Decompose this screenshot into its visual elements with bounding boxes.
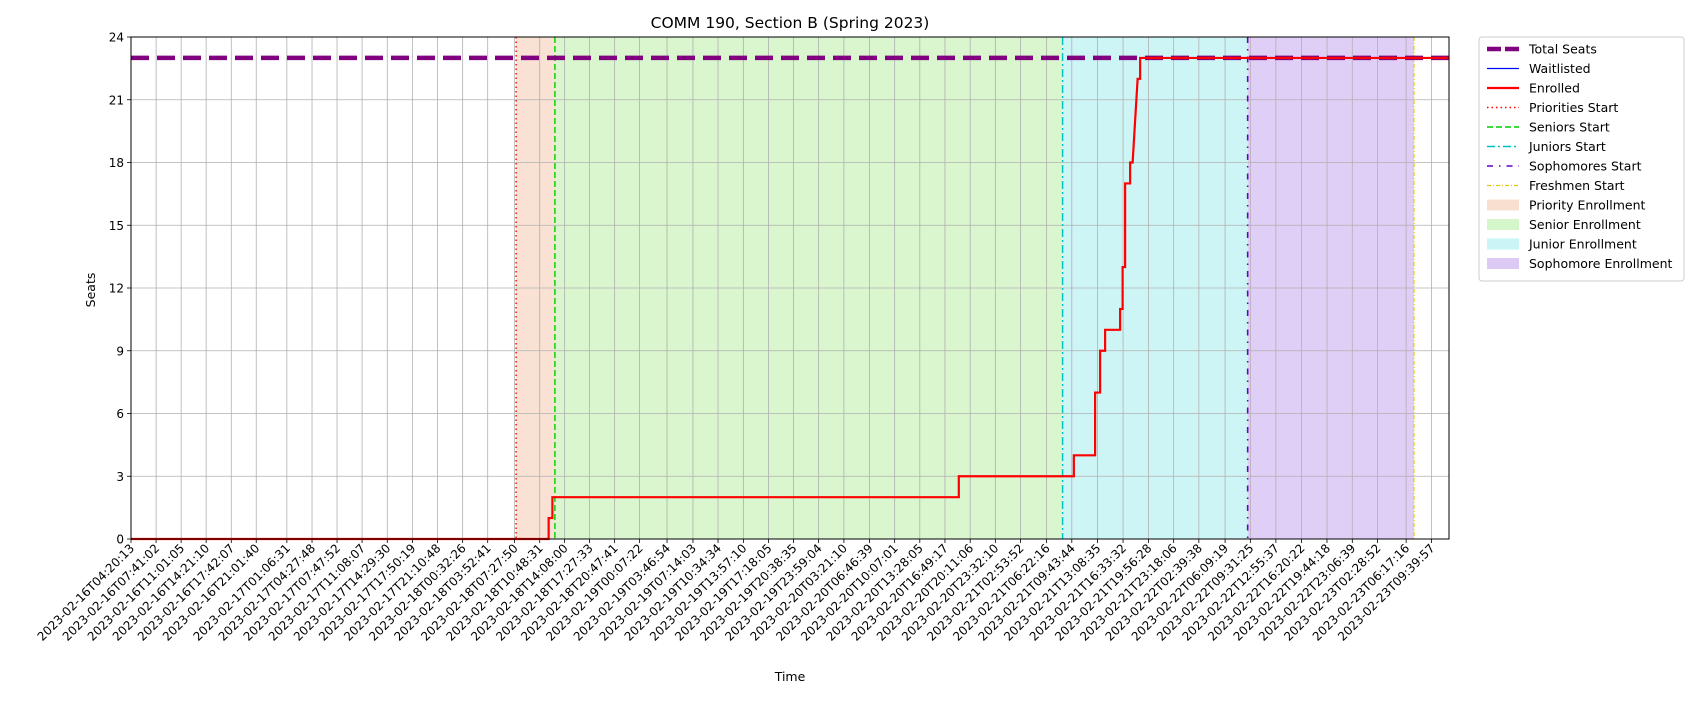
legend-swatch-8 xyxy=(1487,199,1519,211)
y-tick-label-3: 9 xyxy=(116,344,124,358)
x-axis-title: Time xyxy=(774,669,806,684)
legend-frame xyxy=(1478,36,1685,282)
legend-label-10: Junior Enrollment xyxy=(1528,237,1637,252)
legend-label-3: Priorities Start xyxy=(1529,100,1618,115)
y-tick-label-7: 21 xyxy=(109,93,124,107)
y-tick-label-1: 3 xyxy=(116,470,124,484)
legend-label-4: Seniors Start xyxy=(1529,120,1610,135)
legend-swatch-11 xyxy=(1487,258,1519,269)
series-line-2 xyxy=(131,56,1449,541)
legend-label-2: Enrolled xyxy=(1529,81,1580,96)
series-lines xyxy=(131,55,1449,541)
y-axis-title: Seats xyxy=(83,273,98,308)
legend-label-11: Sophomore Enrollment xyxy=(1529,256,1673,271)
legend: Total Seats Waitlisted Enrolled Priorities … xyxy=(1478,36,1685,282)
legend-label-1: Waitlisted xyxy=(1529,61,1591,76)
y-tick-label-0: 0 xyxy=(116,533,124,547)
y-tick-label-6: 18 xyxy=(109,156,124,170)
y-tick-label-5: 15 xyxy=(109,219,124,233)
legend-label-6: Sophomores Start xyxy=(1529,159,1642,174)
x-axis: 2023-02-16T04:20:132023-02-16T07:41:0220… xyxy=(35,539,1438,644)
legend-label-5: Juniors Start xyxy=(1528,139,1606,154)
legend-label-9: Senior Enrollment xyxy=(1529,217,1641,232)
chart-title: COMM 190, Section B (Spring 2023) xyxy=(651,14,930,32)
legend-swatch-9 xyxy=(1487,219,1519,230)
legend-label-8: Priority Enrollment xyxy=(1529,198,1646,213)
y-tick-label-4: 12 xyxy=(109,282,124,296)
legend-swatch-10 xyxy=(1487,238,1519,250)
y-tick-label-2: 6 xyxy=(116,407,124,421)
legend-label-7: Freshmen Start xyxy=(1529,178,1625,193)
legend-label-0: Total Seats xyxy=(1528,42,1597,57)
phase-start-lines xyxy=(515,37,1415,539)
y-axis: 0 3 6 9 12 15 18 21 24 xyxy=(109,31,131,547)
y-tick-label-8: 24 xyxy=(109,31,124,45)
